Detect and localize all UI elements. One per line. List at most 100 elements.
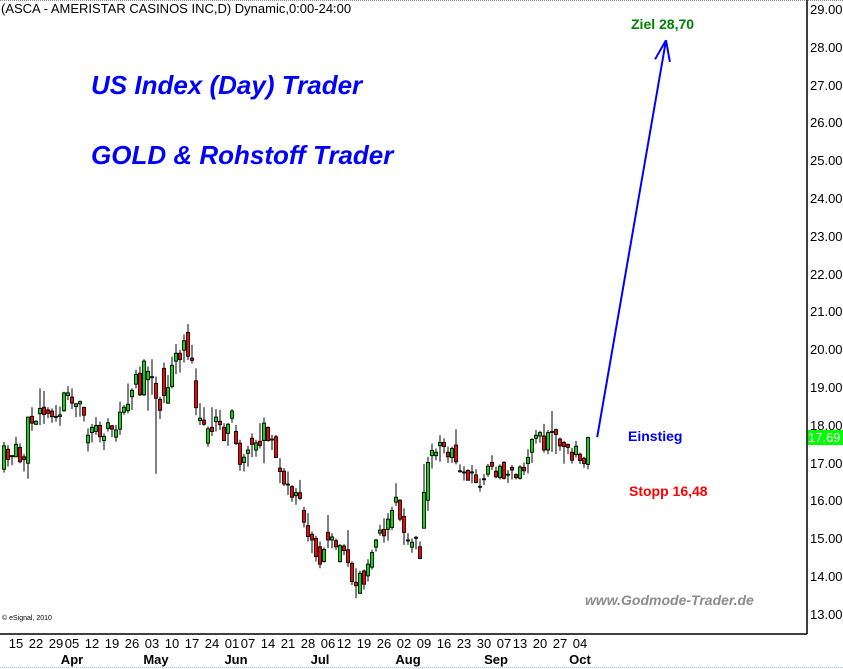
candle <box>354 568 358 599</box>
candle <box>26 416 30 479</box>
candle <box>22 454 26 472</box>
candle-body <box>454 444 458 463</box>
candle-body <box>214 416 218 423</box>
candle <box>38 388 42 426</box>
candle-body <box>142 360 146 396</box>
candle-body <box>294 492 298 497</box>
candle <box>14 436 18 458</box>
candle <box>58 406 62 426</box>
candle <box>6 445 10 467</box>
target-label: Ziel 28,70 <box>631 16 695 32</box>
candle-body <box>310 533 314 541</box>
candle <box>550 411 554 452</box>
candle-body <box>134 373 138 385</box>
candle-body <box>22 456 26 460</box>
candle <box>102 433 106 450</box>
candle <box>34 420 38 426</box>
candle-body <box>334 540 338 548</box>
candle <box>74 402 78 418</box>
candle <box>422 463 426 529</box>
candle-body <box>82 406 86 416</box>
candle-body <box>470 471 474 474</box>
x-tick-label: 19 <box>104 636 120 651</box>
candle-body <box>18 446 22 463</box>
copyright: © eSignal, 2010 <box>2 615 52 622</box>
candle <box>266 426 270 442</box>
x-tick-label: 27 <box>552 636 568 651</box>
candle-body <box>158 398 162 411</box>
candle <box>226 422 230 446</box>
candle <box>450 446 454 463</box>
candle-body <box>86 434 90 444</box>
stop-label: Stopp 16,48 <box>629 483 708 499</box>
candle-body <box>6 448 10 460</box>
x-tick-label: 10 <box>164 636 180 651</box>
candle <box>482 474 486 486</box>
x-tick-label: 02 <box>396 636 412 651</box>
x-tick-label: 19 <box>356 636 372 651</box>
candle <box>90 423 94 443</box>
candle-body <box>542 435 546 451</box>
x-tick-label: 06 <box>320 636 336 651</box>
candle <box>230 409 234 423</box>
candle <box>186 324 190 361</box>
candle <box>210 407 214 437</box>
candle <box>586 436 590 470</box>
candle <box>274 434 278 459</box>
month-label: Aug <box>395 652 421 667</box>
candle-body <box>170 364 174 387</box>
x-tick-label: 21 <box>280 636 296 651</box>
candle-body <box>466 469 470 481</box>
candle <box>170 356 174 389</box>
candle-body <box>54 415 58 418</box>
candle-body <box>390 510 394 528</box>
candle <box>298 479 302 500</box>
candle-body <box>410 541 414 548</box>
candle-body <box>206 428 210 444</box>
candle <box>234 425 238 446</box>
candle <box>254 439 258 457</box>
candle <box>62 391 66 412</box>
candle-body <box>518 466 522 479</box>
candle-body <box>302 510 306 523</box>
candle-body <box>154 383 158 399</box>
x-tick-label: 07 <box>240 636 256 651</box>
candle-body <box>42 406 46 415</box>
candle <box>566 443 570 455</box>
y-tick-label: 14.00 <box>810 569 843 584</box>
candle-body <box>222 426 226 441</box>
x-tick-label: 13 <box>512 636 528 651</box>
candle-body <box>354 581 358 587</box>
x-tick-label: 07 <box>496 636 512 651</box>
candle-body <box>570 451 574 461</box>
candle <box>314 535 318 562</box>
candle <box>470 465 474 484</box>
candle <box>306 513 310 542</box>
candle <box>402 508 406 545</box>
candle <box>542 423 546 453</box>
candle <box>166 375 170 404</box>
watermark: www.Godmode-Trader.de <box>585 592 754 608</box>
candle <box>418 541 422 560</box>
candle <box>126 383 130 414</box>
candle <box>278 458 282 484</box>
candle <box>426 456 430 511</box>
x-tick-label: 17 <box>184 636 200 651</box>
candle-body <box>198 417 202 421</box>
chart-title: (ASCA - AMERISTAR CASINOS INC,D) Dynamic… <box>1 1 352 16</box>
candle-body <box>426 462 430 501</box>
candle-body <box>102 435 106 441</box>
candle-body <box>278 467 282 472</box>
candle <box>222 423 226 441</box>
candle-body <box>374 539 378 548</box>
candle <box>350 561 354 585</box>
candle-body <box>534 434 538 439</box>
candle-body <box>246 449 250 454</box>
candle-body <box>186 331 190 357</box>
candle <box>30 407 34 431</box>
x-tick-label: 12 <box>336 636 352 651</box>
candle-body <box>50 410 54 418</box>
candle <box>46 407 50 419</box>
candle <box>382 518 386 543</box>
candle-body <box>322 548 326 562</box>
